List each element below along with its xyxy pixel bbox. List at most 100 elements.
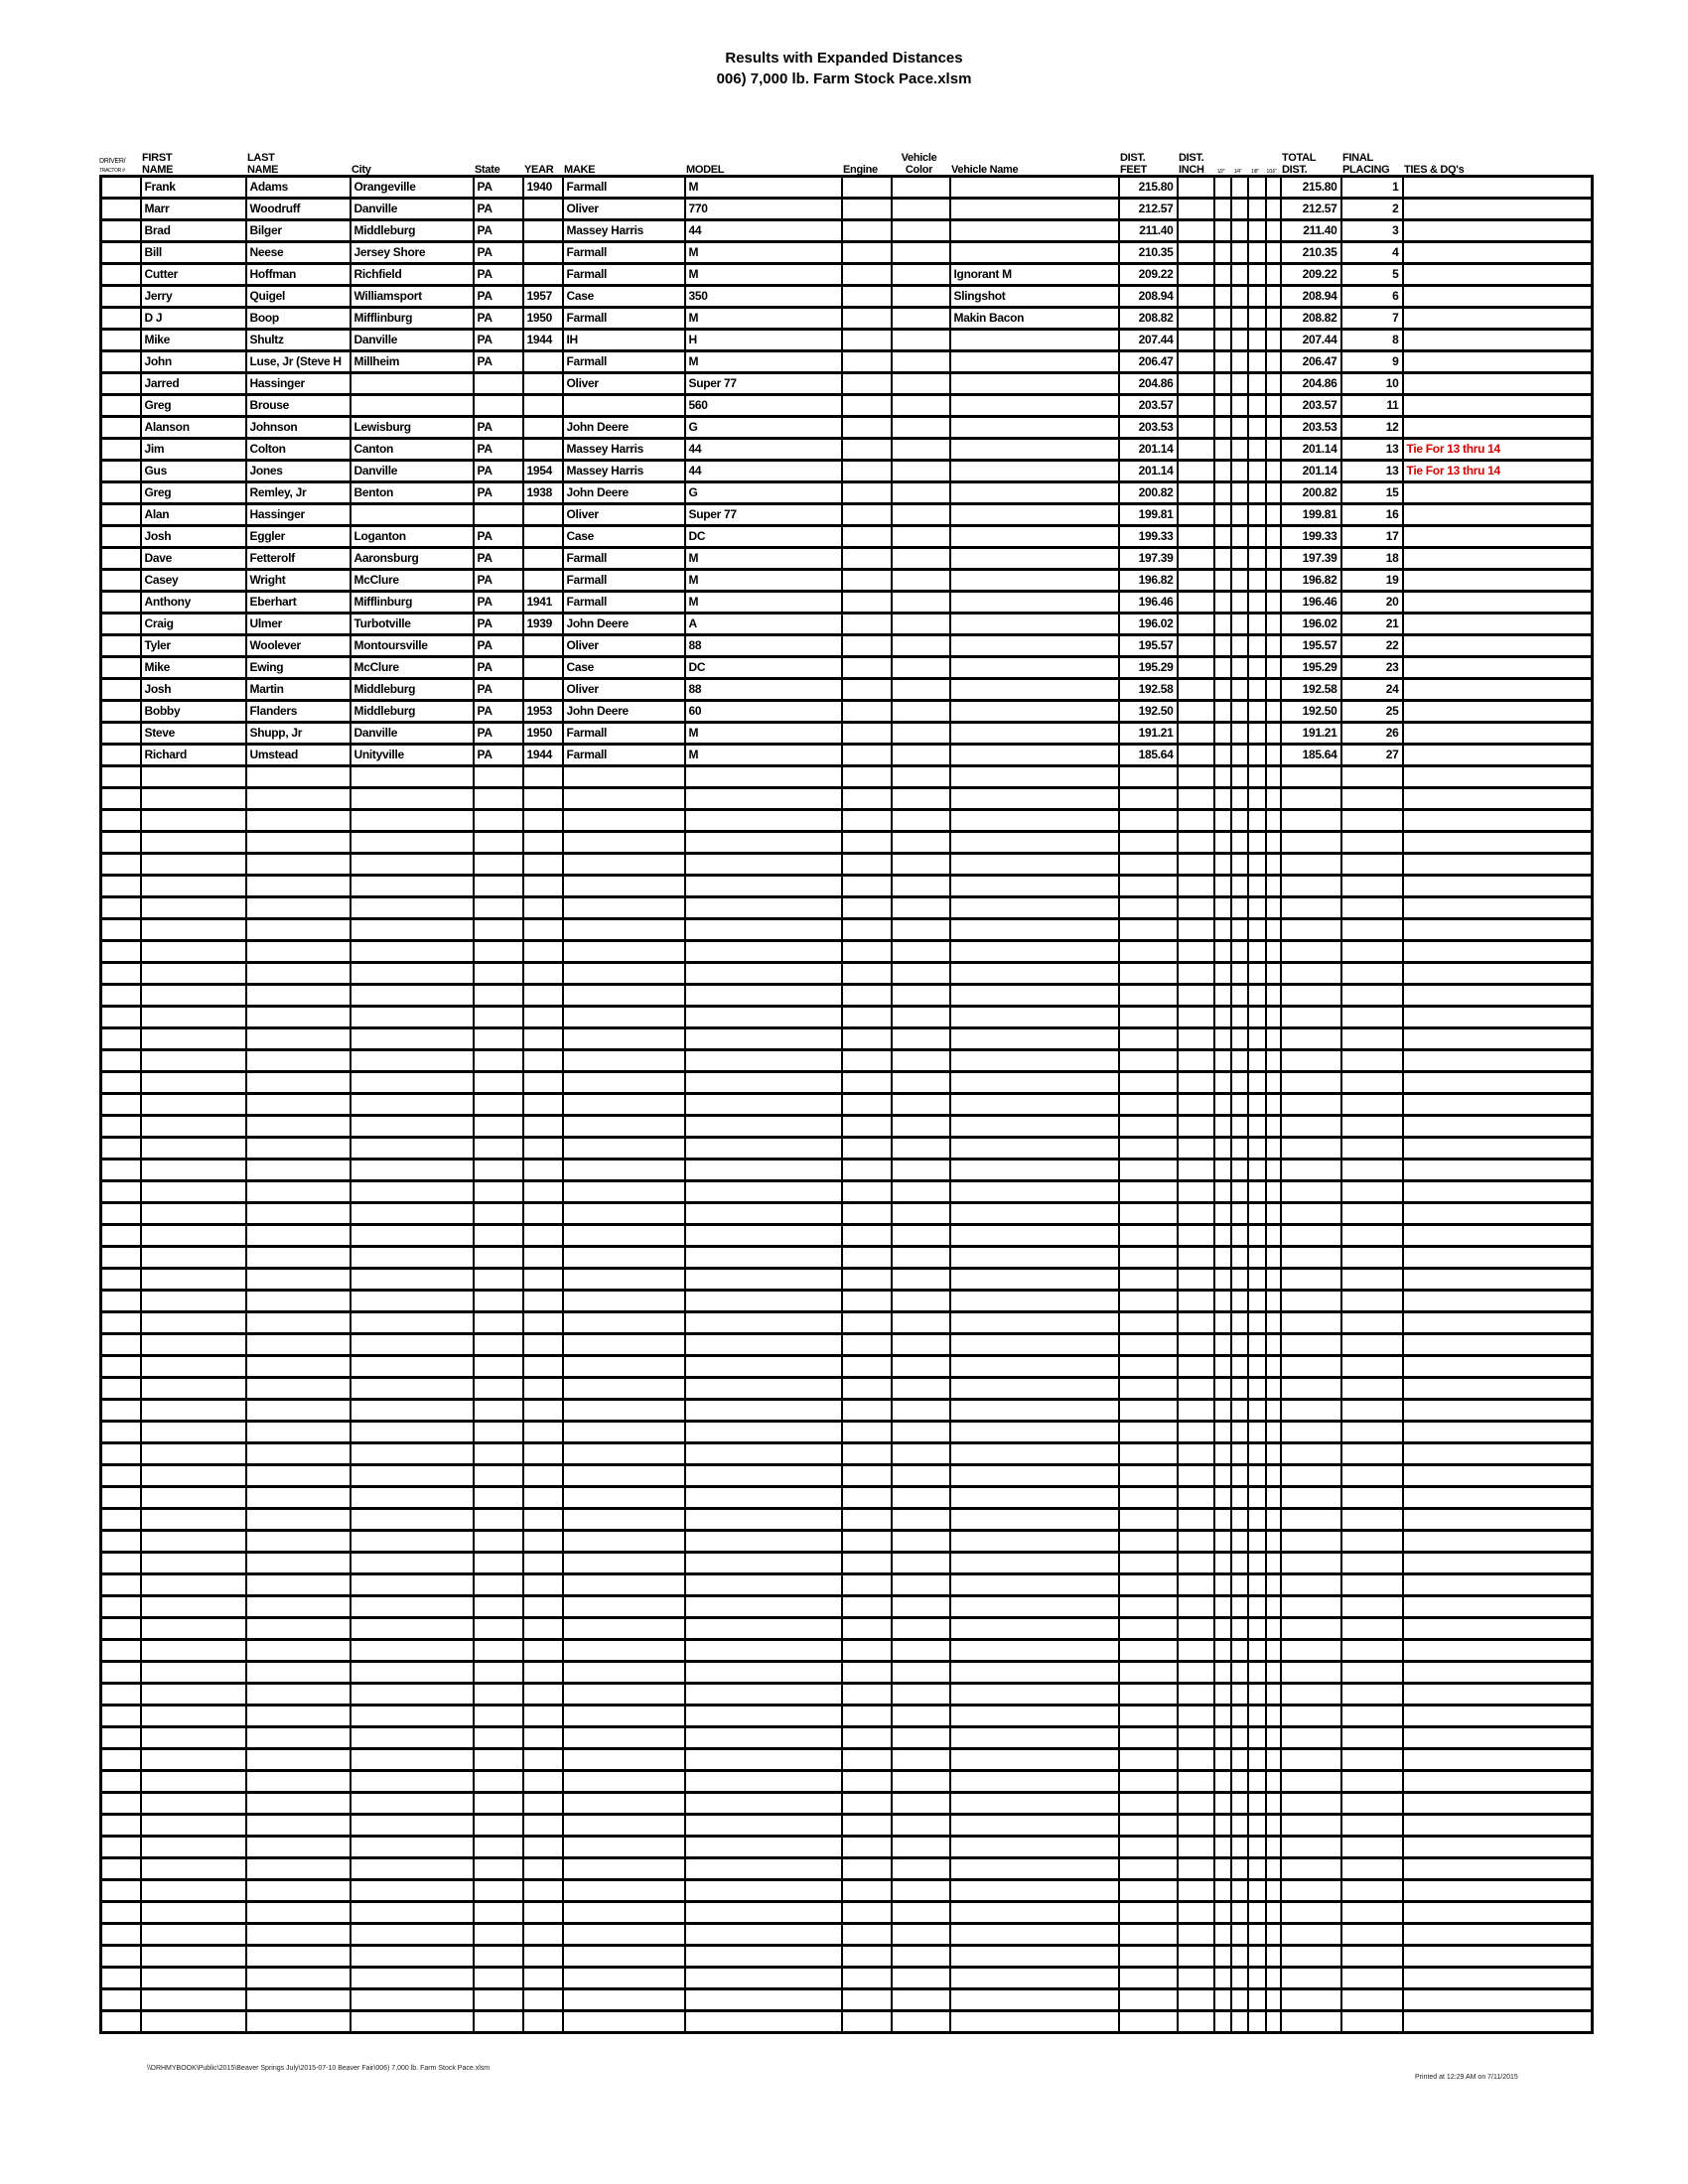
cell-quarter-inch bbox=[1229, 1463, 1248, 1487]
cell-final-placing bbox=[1339, 895, 1403, 919]
cell-engine bbox=[840, 1310, 892, 1334]
cell-year bbox=[521, 808, 563, 832]
cell-ties bbox=[1401, 218, 1593, 242]
cell-year bbox=[521, 1682, 563, 1706]
cell-first bbox=[139, 1245, 246, 1269]
cell-driver bbox=[99, 284, 141, 308]
cell-sixteenth-inch bbox=[1264, 1179, 1281, 1203]
cell-driver bbox=[99, 1638, 141, 1662]
cell-engine bbox=[840, 1660, 892, 1684]
cell-dist-inch bbox=[1176, 1791, 1214, 1815]
cell-eighth-inch bbox=[1246, 1529, 1266, 1553]
cell-city: Middleburg bbox=[349, 218, 474, 242]
cell-dist-feet: 212.57 bbox=[1117, 197, 1178, 220]
cell-half-inch bbox=[1212, 415, 1231, 439]
cell-dist-inch bbox=[1176, 677, 1214, 701]
table-row: Josh Eggler Loganton PA Case DC 199.33 199.33 17 bbox=[99, 524, 1593, 548]
table-row: Marr Woodruff Danville PA Oliver 770 212.57 212… bbox=[99, 197, 1593, 220]
cell-sixteenth-inch bbox=[1264, 699, 1281, 723]
cell-total-dist bbox=[1279, 1485, 1341, 1509]
cell-driver bbox=[99, 1441, 141, 1465]
cell-half-inch bbox=[1212, 1856, 1231, 1880]
cell-model bbox=[683, 1856, 842, 1880]
cell-vehicle-color bbox=[890, 1616, 950, 1640]
cell-city: Danville bbox=[349, 721, 474, 745]
empty-table-row bbox=[99, 1201, 1593, 1225]
cell-dist-feet bbox=[1117, 1769, 1178, 1793]
cell-engine bbox=[840, 1987, 892, 2011]
cell-sixteenth-inch bbox=[1264, 1594, 1281, 1618]
cell-sixteenth-inch bbox=[1264, 721, 1281, 745]
cell-total-dist: 204.86 bbox=[1279, 371, 1341, 395]
cell-final-placing bbox=[1339, 1922, 1403, 1946]
cell-vehicle-name bbox=[948, 677, 1119, 701]
cell-last bbox=[244, 1900, 351, 1924]
cell-eighth-inch bbox=[1246, 633, 1266, 657]
cell-total-dist bbox=[1279, 1835, 1341, 1858]
cell-first bbox=[139, 830, 246, 854]
cell-driver bbox=[99, 939, 141, 963]
cell-make bbox=[561, 1638, 685, 1662]
cell-last bbox=[244, 2009, 351, 2033]
cell-first: Greg bbox=[139, 393, 246, 417]
cell-vehicle-name bbox=[948, 218, 1119, 242]
cell-year bbox=[521, 1878, 563, 1902]
cell-vehicle-name bbox=[948, 743, 1119, 766]
cell-engine bbox=[840, 502, 892, 526]
cell-quarter-inch bbox=[1229, 764, 1248, 788]
cell-first bbox=[139, 1987, 246, 2011]
cell-city bbox=[349, 1223, 474, 1247]
empty-table-row bbox=[99, 1529, 1593, 1553]
cell-dist-feet bbox=[1117, 1813, 1178, 1837]
table-row: Alan Hassinger Oliver Super 77 199.81 199.81 1… bbox=[99, 502, 1593, 526]
cell-engine bbox=[840, 1289, 892, 1312]
cell-vehicle-color bbox=[890, 1441, 950, 1465]
cell-total-dist: 196.02 bbox=[1279, 612, 1341, 635]
cell-last: Jones bbox=[244, 459, 351, 482]
cell-dist-inch bbox=[1176, 1310, 1214, 1334]
cell-vehicle-color bbox=[890, 1682, 950, 1706]
cell-state bbox=[472, 1769, 523, 1793]
cell-state bbox=[472, 1179, 523, 1203]
cell-sixteenth-inch bbox=[1264, 1223, 1281, 1247]
cell-city bbox=[349, 786, 474, 810]
cell-engine bbox=[840, 677, 892, 701]
cell-year bbox=[521, 1791, 563, 1815]
cell-final-placing bbox=[1339, 1616, 1403, 1640]
cell-sixteenth-inch bbox=[1264, 502, 1281, 526]
cell-eighth-inch bbox=[1246, 1398, 1266, 1422]
cell-quarter-inch bbox=[1229, 415, 1248, 439]
cell-dist-feet bbox=[1117, 1441, 1178, 1465]
cell-model bbox=[683, 1136, 842, 1160]
cell-ties bbox=[1401, 1201, 1593, 1225]
header-vehicle-name: Vehicle Name bbox=[951, 164, 1019, 176]
table-row: Greg Remley, Jr Benton PA 1938 John Deere G 200… bbox=[99, 480, 1593, 504]
cell-year bbox=[521, 1026, 563, 1050]
cell-last: Eberhart bbox=[244, 590, 351, 614]
cell-make bbox=[561, 1114, 685, 1138]
cell-ties bbox=[1401, 874, 1593, 897]
cell-dist-inch bbox=[1176, 415, 1214, 439]
cell-vehicle-color bbox=[890, 1529, 950, 1553]
cell-dist-inch bbox=[1176, 633, 1214, 657]
cell-dist-feet: 204.86 bbox=[1117, 371, 1178, 395]
cell-sixteenth-inch bbox=[1264, 1332, 1281, 1356]
cell-half-inch bbox=[1212, 983, 1231, 1007]
cell-vehicle-color bbox=[890, 612, 950, 635]
cell-engine bbox=[840, 1398, 892, 1422]
cell-dist-feet bbox=[1117, 808, 1178, 832]
cell-state bbox=[472, 961, 523, 985]
cell-ties bbox=[1401, 1682, 1593, 1706]
cell-quarter-inch bbox=[1229, 1507, 1248, 1531]
cell-year: 1957 bbox=[521, 284, 563, 308]
cell-final-placing: 2 bbox=[1339, 197, 1403, 220]
cell-engine bbox=[840, 917, 892, 941]
cell-vehicle-color bbox=[890, 1900, 950, 1924]
cell-driver bbox=[99, 895, 141, 919]
cell-city: Middleburg bbox=[349, 699, 474, 723]
cell-final-placing bbox=[1339, 1966, 1403, 1989]
cell-eighth-inch bbox=[1246, 830, 1266, 854]
cell-make bbox=[561, 1747, 685, 1771]
cell-make bbox=[561, 1725, 685, 1749]
cell-dist-feet: 201.14 bbox=[1117, 459, 1178, 482]
